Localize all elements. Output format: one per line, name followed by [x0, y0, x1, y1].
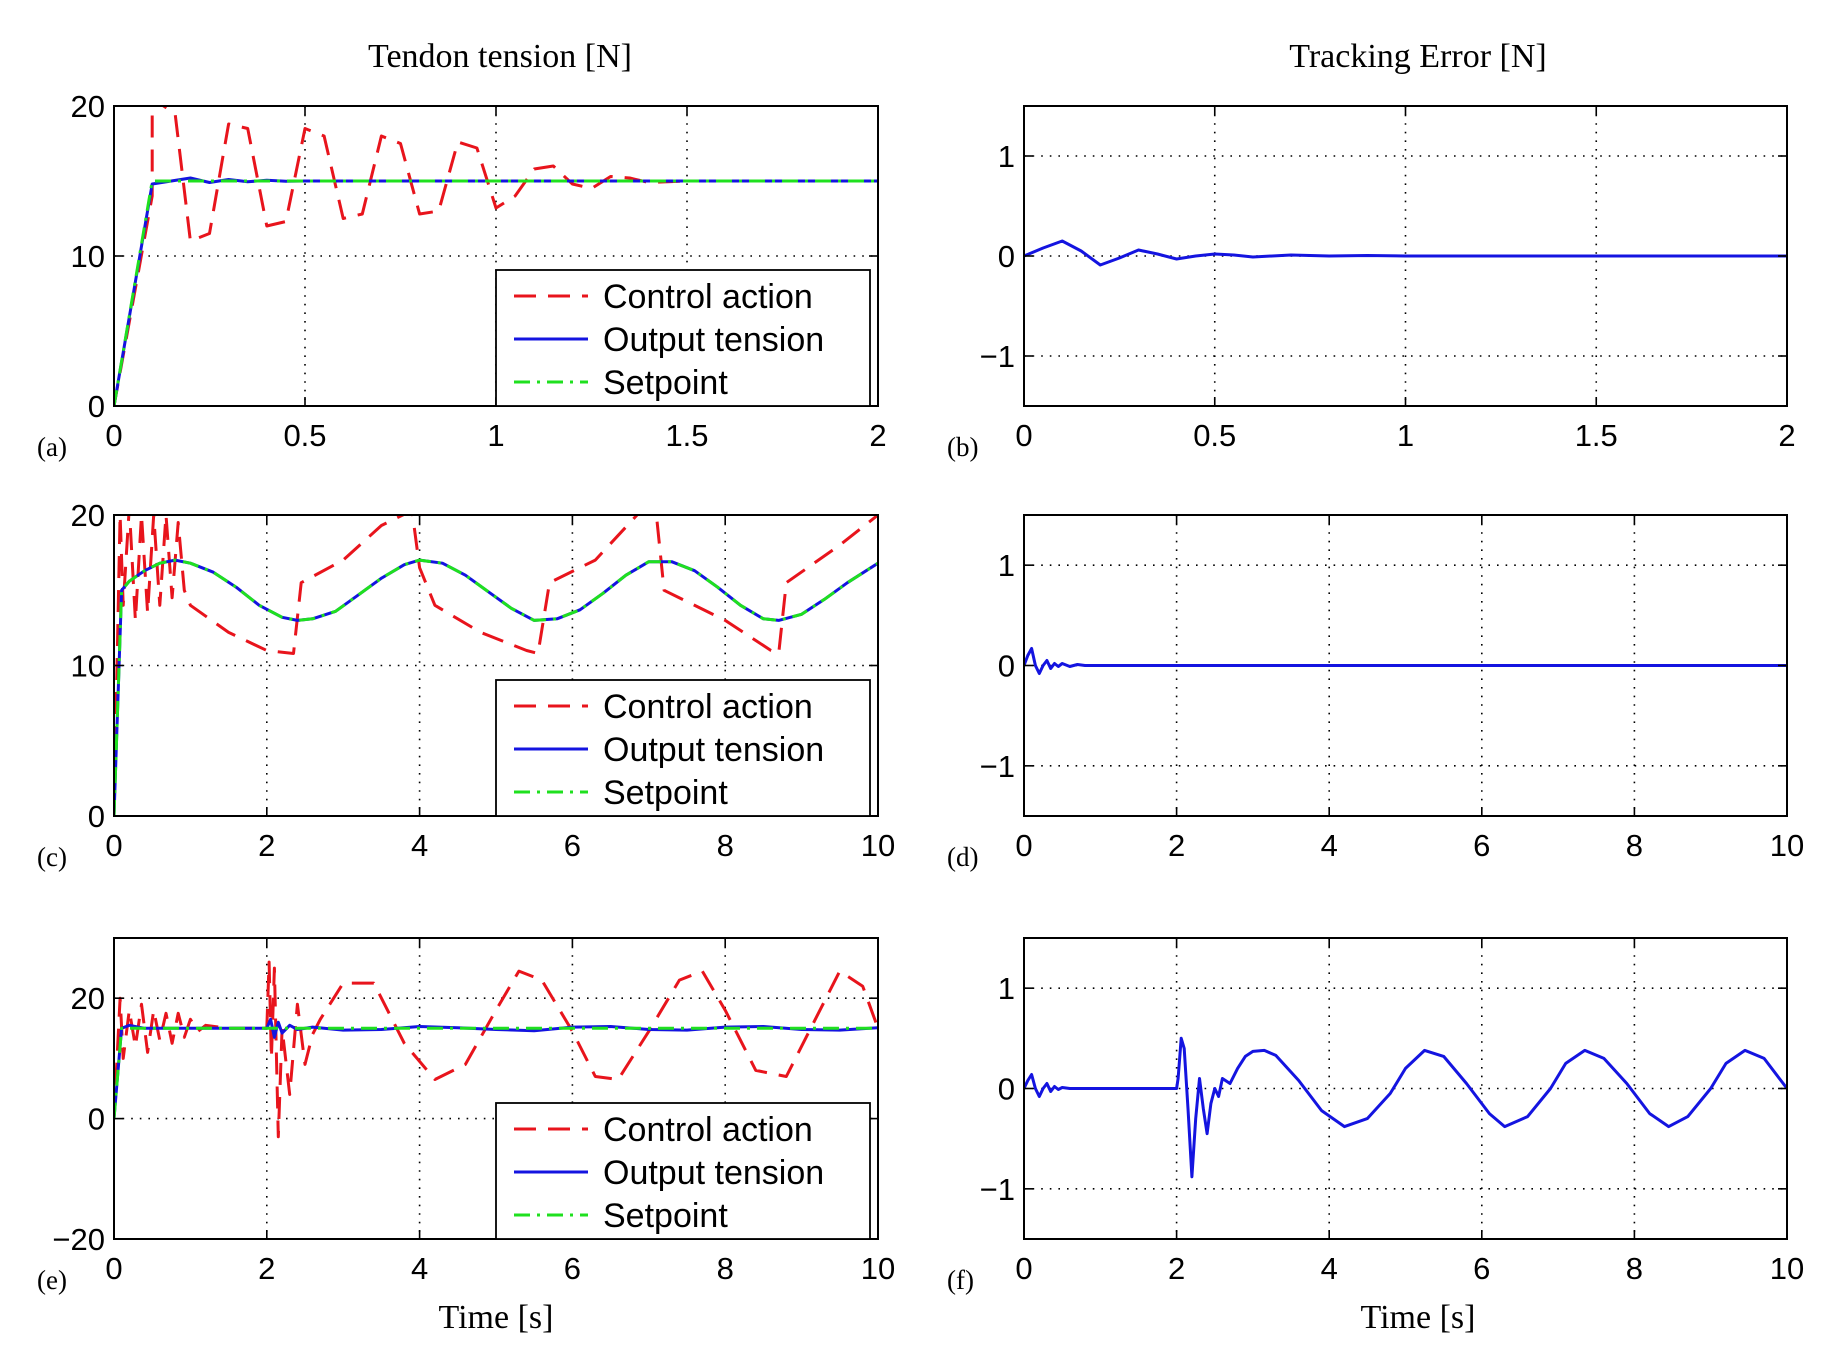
y-tick-label: 10: [71, 649, 105, 684]
x-tick-label: 1.5: [1575, 418, 1618, 453]
x-tick-label: 0: [105, 418, 122, 453]
x-tick-label: 1: [1397, 418, 1414, 453]
x-tick-label: 10: [1770, 828, 1804, 863]
panel-d: 0 2 4 6 8 10 −1 0 1 (d): [947, 514, 1804, 872]
series-line-control-action: [114, 515, 878, 816]
x-tick-label: 8: [1626, 828, 1643, 863]
series-group: [114, 106, 878, 406]
y-tick-label: 20: [71, 498, 105, 533]
x-tick-label: 0: [1015, 828, 1032, 863]
x-tick-label: 2: [258, 1251, 275, 1286]
x-tick-label: 2: [1778, 418, 1795, 453]
x-tick-label: 4: [1321, 1251, 1338, 1286]
panel-label: (f): [947, 1265, 974, 1295]
x-tick-label: 2: [1168, 828, 1185, 863]
series-line-setpoint: [114, 558, 878, 816]
x-tick-label: 2: [869, 418, 886, 453]
panel-c: 0 2 4 6 8 10 0 10 20 (c) Control action Output tens…: [37, 498, 895, 872]
series-line-tracking-error: [1024, 239, 1787, 267]
y-tick-label: 1: [998, 971, 1015, 1006]
y-tick-label: −1: [980, 1172, 1015, 1207]
series-group: [114, 960, 878, 1139]
y-tick-label: 1: [998, 548, 1015, 583]
legend-label: Control action: [603, 688, 813, 726]
x-tick-label: 1.5: [665, 418, 708, 453]
y-tick-label: −20: [52, 1222, 105, 1257]
panel-label: (b): [947, 432, 978, 462]
series-line-control-action: [114, 960, 878, 1139]
panel-label: (d): [947, 842, 978, 872]
series-group: [1024, 1036, 1787, 1179]
panel-label: (a): [37, 432, 67, 462]
y-tick-label: 0: [88, 389, 105, 424]
series-line-setpoint: [114, 179, 878, 406]
legend-label: Setpoint: [603, 1197, 728, 1235]
panel-b: 0 0.5 1 1.5 2 −1 0 1 (b): [947, 105, 1796, 462]
x-tick-label: 1: [487, 418, 504, 453]
series-line-setpoint: [114, 1026, 878, 1119]
x-tick-label: 2: [258, 828, 275, 863]
legend-label: Setpoint: [603, 364, 728, 402]
y-tick-label: 20: [71, 981, 105, 1016]
x-tick-label: 0.5: [1193, 418, 1236, 453]
x-axis-label-left: Time [s]: [439, 1299, 554, 1336]
x-tick-label: 4: [411, 828, 428, 863]
y-tick-label: 0: [998, 649, 1015, 684]
x-axis-label-right: Time [s]: [1361, 1299, 1476, 1336]
legend-label: Setpoint: [603, 774, 728, 812]
series-group: [1024, 646, 1787, 675]
y-tick-label: 0: [88, 799, 105, 834]
series-group: [114, 515, 878, 816]
x-tick-label: 4: [1321, 828, 1338, 863]
y-tick-label: 10: [71, 239, 105, 274]
x-tick-label: 0: [105, 1251, 122, 1286]
series-line-control-action: [114, 106, 878, 406]
x-tick-label: 8: [1626, 1251, 1643, 1286]
x-tick-label: 8: [717, 828, 734, 863]
column-title-left: Tendon tension [N]: [368, 38, 632, 75]
x-tick-label: 10: [861, 828, 895, 863]
panel-label: (c): [37, 842, 67, 872]
y-tick-label: 0: [998, 1072, 1015, 1107]
y-tick-label: 1: [998, 139, 1015, 174]
x-tick-label: 6: [564, 1251, 581, 1286]
panel-f: 0 2 4 6 8 10 −1 0 1 (f): [947, 937, 1804, 1295]
x-tick-label: 10: [1770, 1251, 1804, 1286]
x-tick-label: 0: [1015, 1251, 1032, 1286]
series-group: [1024, 239, 1787, 267]
legend-label: Output tension: [603, 1154, 824, 1192]
x-tick-label: 4: [411, 1251, 428, 1286]
x-tick-label: 6: [1473, 1251, 1490, 1286]
series-line-tracking-error: [1024, 646, 1787, 675]
series-line-tracking-error: [1024, 1036, 1787, 1179]
y-tick-label: −1: [980, 749, 1015, 784]
y-tick-label: −1: [980, 339, 1015, 374]
x-tick-label: 6: [564, 828, 581, 863]
legend-label: Control action: [603, 278, 813, 316]
y-tick-label: 20: [71, 89, 105, 124]
column-title-right: Tracking Error [N]: [1289, 38, 1546, 75]
x-tick-label: 0: [105, 828, 122, 863]
x-tick-label: 2: [1168, 1251, 1185, 1286]
y-tick-label: 0: [88, 1102, 105, 1137]
x-tick-label: 0: [1015, 418, 1032, 453]
x-tick-label: 10: [861, 1251, 895, 1286]
x-tick-label: 0.5: [283, 418, 326, 453]
x-tick-label: 6: [1473, 828, 1490, 863]
legend-label: Control action: [603, 1111, 813, 1149]
legend-label: Output tension: [603, 731, 824, 769]
legend-label: Output tension: [603, 321, 824, 359]
panel-label: (e): [37, 1265, 67, 1295]
x-tick-label: 8: [717, 1251, 734, 1286]
y-tick-label: 0: [998, 239, 1015, 274]
